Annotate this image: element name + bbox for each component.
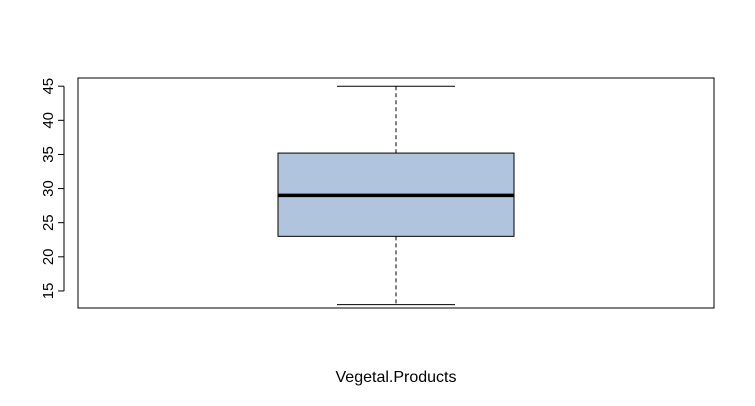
x-axis-label: Vegetal.Products [336,369,457,386]
y-axis: 15 20 25 30 35 40 45 [40,78,65,300]
box-group [277,85,515,306]
y-tick-label: 40 [40,112,57,129]
y-tick-label: 45 [40,78,57,95]
y-tick-label: 15 [40,283,57,300]
y-tick-label: 35 [40,146,57,163]
plot-area-frame [77,77,715,309]
y-tick-label: 20 [40,248,57,265]
y-tick-label: 25 [40,214,57,231]
y-tick-label: 30 [40,180,57,197]
